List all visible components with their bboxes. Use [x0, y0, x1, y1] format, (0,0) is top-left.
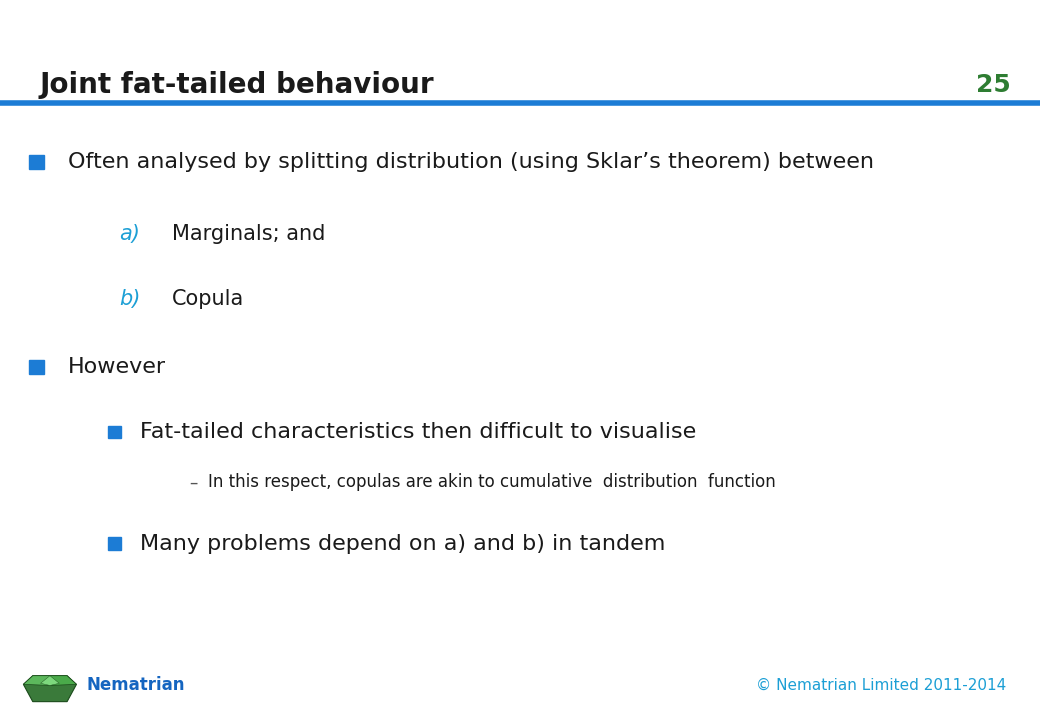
Text: Many problems depend on a) and b) in tandem: Many problems depend on a) and b) in tan…: [140, 534, 666, 554]
Text: In this respect, copulas are akin to cumulative  distribution  function: In this respect, copulas are akin to cum…: [208, 474, 776, 491]
Polygon shape: [24, 675, 77, 701]
Text: a): a): [120, 224, 140, 244]
Polygon shape: [24, 675, 50, 685]
Bar: [108, 537, 121, 550]
Text: Fat-tailed characteristics then difficult to visualise: Fat-tailed characteristics then difficul…: [140, 422, 697, 442]
Polygon shape: [41, 675, 59, 685]
Text: Often analysed by splitting distribution (using Sklar’s theorem) between: Often analysed by splitting distribution…: [68, 152, 874, 172]
Text: Nematrian: Nematrian: [86, 677, 185, 694]
Polygon shape: [50, 675, 77, 685]
Text: Joint fat-tailed behaviour: Joint fat-tailed behaviour: [40, 71, 434, 99]
Text: 25: 25: [977, 73, 1011, 97]
Text: However: However: [68, 357, 165, 377]
Text: b): b): [119, 289, 140, 309]
Text: Copula: Copula: [172, 289, 243, 309]
Bar: [29, 360, 44, 374]
Text: Marginals; and: Marginals; and: [172, 224, 324, 244]
Text: © Nematrian Limited 2011-2014: © Nematrian Limited 2011-2014: [756, 678, 1007, 693]
Text: –: –: [189, 474, 198, 491]
Bar: [29, 155, 44, 169]
Bar: [108, 426, 121, 438]
